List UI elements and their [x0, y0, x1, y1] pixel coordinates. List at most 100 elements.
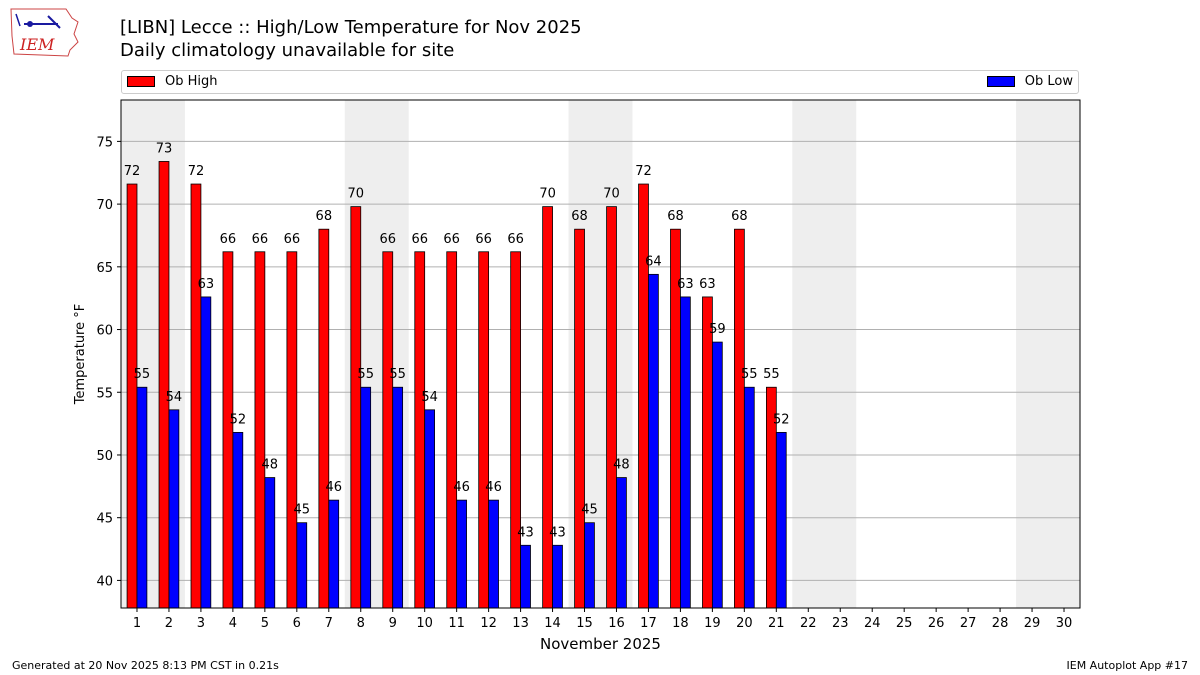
bar-high	[510, 251, 521, 609]
x-tick-label: 2	[165, 616, 173, 631]
data-label-low: 55	[357, 367, 374, 382]
x-tick-label: 24	[864, 616, 881, 631]
bar-low	[552, 544, 563, 609]
x-tick-label: 9	[389, 616, 397, 631]
bar-high	[734, 228, 745, 609]
bar-high	[222, 251, 234, 609]
data-label-low: 59	[709, 322, 726, 337]
x-tick-label: 26	[928, 616, 945, 631]
x-tick-label: 4	[229, 616, 237, 631]
x-tick-label: 23	[832, 616, 849, 631]
data-label-high: 72	[635, 164, 652, 179]
data-label-low: 43	[549, 525, 566, 540]
data-label-high: 70	[603, 187, 620, 202]
data-label-low: 55	[389, 367, 406, 382]
data-label-high: 68	[731, 209, 748, 224]
weekend-shade	[1016, 100, 1080, 608]
x-tick-label: 20	[736, 616, 753, 631]
chart-legend: Ob High Ob Low	[121, 70, 1079, 94]
x-tick-label: 29	[1024, 616, 1041, 631]
data-label-high: 55	[763, 367, 780, 382]
bar-low	[456, 499, 467, 609]
bar-low	[648, 273, 659, 609]
legend-label-high: Ob High	[165, 74, 218, 89]
x-tick-label: 28	[992, 616, 1009, 631]
x-tick-label: 8	[357, 616, 365, 631]
bar-high	[414, 251, 426, 609]
bar-low	[360, 386, 372, 609]
bar-high	[190, 183, 202, 609]
bar-high	[382, 251, 394, 609]
x-tick-label: 25	[896, 616, 913, 631]
iem-logo: IEM	[10, 8, 79, 57]
bar-high	[574, 228, 585, 609]
data-label-low: 55	[134, 367, 151, 382]
legend-item-low: Ob Low	[986, 74, 1073, 89]
legend-swatch-low	[986, 76, 1015, 87]
y-tick-label: 65	[96, 261, 113, 276]
bar-low	[711, 341, 723, 609]
chart-subtitle: Daily climatology unavailable for site	[120, 40, 455, 61]
chart-title: [LIBN] Lecce :: High/Low Temperature for…	[120, 17, 582, 38]
bar-low	[584, 522, 595, 609]
bar-low	[168, 409, 180, 609]
data-label-high: 66	[379, 232, 396, 247]
x-tick-label: 14	[544, 616, 561, 631]
data-label-low: 54	[166, 390, 183, 405]
x-tick-label: 21	[768, 616, 785, 631]
data-label-low: 48	[613, 458, 630, 473]
bar-high	[702, 296, 713, 609]
data-label-low: 48	[262, 458, 279, 473]
bar-high	[606, 206, 617, 609]
x-tick-label: 15	[576, 616, 593, 631]
bar-low	[136, 386, 148, 609]
x-tick-label: 22	[800, 616, 817, 631]
bar-low	[680, 296, 691, 609]
x-tick-label: 12	[480, 616, 497, 631]
bar-high	[286, 251, 298, 609]
data-label-high: 66	[507, 232, 524, 247]
x-tick-label: 13	[512, 616, 529, 631]
bar-high	[254, 251, 266, 609]
bar-high	[350, 206, 362, 609]
y-tick-label: 40	[96, 574, 113, 589]
data-label-high: 68	[571, 209, 588, 224]
bar-high	[638, 183, 649, 609]
legend-item-high: Ob High	[127, 74, 218, 89]
data-label-low: 52	[230, 412, 247, 427]
bar-high	[446, 251, 458, 609]
x-axis-label: November 2025	[540, 635, 661, 653]
bar-low	[200, 296, 212, 609]
x-tick-label: 3	[197, 616, 205, 631]
bar-low	[775, 431, 787, 609]
data-label-low: 63	[677, 277, 694, 292]
bar-low	[232, 431, 244, 609]
data-label-low: 52	[773, 412, 790, 427]
x-tick-label: 18	[672, 616, 689, 631]
data-label-low: 43	[517, 525, 534, 540]
bar-high	[478, 251, 490, 609]
y-axis-label: Temperature °F	[73, 304, 88, 405]
x-tick-label: 19	[704, 616, 721, 631]
x-tick-label: 10	[416, 616, 433, 631]
data-label-high: 70	[348, 187, 365, 202]
x-tick-label: 17	[640, 616, 657, 631]
data-label-high: 68	[316, 209, 333, 224]
data-label-low: 45	[293, 503, 310, 518]
x-tick-label: 5	[261, 616, 269, 631]
bar-low	[488, 499, 499, 609]
data-label-low: 46	[453, 480, 470, 495]
bar-low	[743, 386, 755, 609]
weekend-shade	[792, 100, 857, 608]
bar-high	[158, 161, 170, 609]
bar-low	[520, 544, 531, 609]
bar-low	[328, 499, 340, 609]
data-label-low: 63	[198, 277, 215, 292]
data-label-high: 72	[124, 164, 141, 179]
data-label-low: 64	[645, 254, 662, 269]
y-tick-label: 55	[96, 386, 113, 401]
data-label-low: 55	[741, 367, 758, 382]
data-label-high: 66	[475, 232, 492, 247]
y-tick-label: 60	[96, 324, 113, 339]
bar-low	[616, 477, 627, 609]
